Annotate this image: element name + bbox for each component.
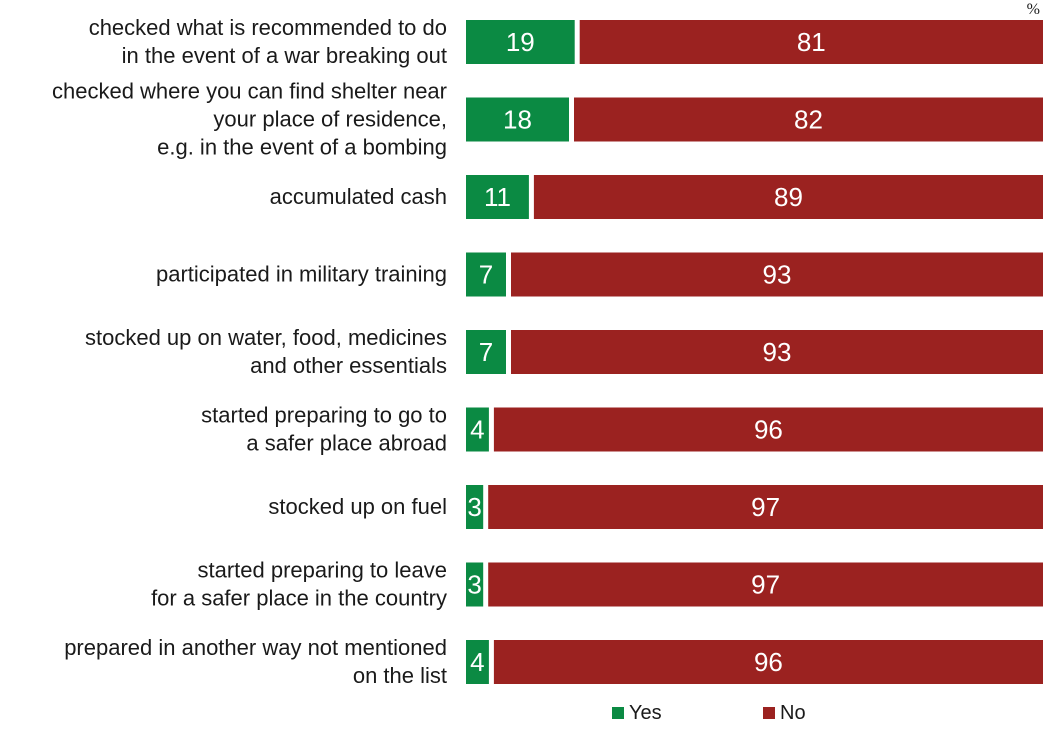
- data-label-no: 96: [754, 415, 783, 445]
- legend-label-yes: Yes: [629, 702, 662, 724]
- category-label-line: checked what is recommended to do: [89, 15, 447, 40]
- legend-swatch-yes: [612, 707, 624, 719]
- data-label-no: 93: [763, 260, 792, 290]
- bar-yes: [466, 252, 506, 297]
- category-label-line: in the event of a war breaking out: [122, 43, 447, 68]
- category-label: started preparing to go to a safer place …: [201, 403, 447, 456]
- category-label: checked where you can find shelter near y…: [52, 79, 447, 160]
- data-label-no: 96: [754, 647, 783, 677]
- data-label-yes: 3: [467, 570, 481, 600]
- bar-no: [488, 485, 1043, 529]
- category-label-line: started preparing to leave: [198, 558, 448, 583]
- bar-yes: [466, 175, 529, 219]
- category-label-line: stocked up on fuel: [268, 494, 447, 519]
- data-label-no: 81: [797, 27, 826, 57]
- data-label-yes: 4: [470, 415, 484, 445]
- category-label-line: prepared in another way not mentioned: [64, 635, 447, 660]
- category-label: accumulated cash: [270, 184, 447, 209]
- category-label-line: e.g. in the event of a bombing: [157, 135, 447, 160]
- category-label-line: a safer place abroad: [246, 431, 447, 456]
- category-label: prepared in another way not mentioned on …: [64, 635, 447, 688]
- data-label-yes: 7: [479, 260, 493, 290]
- data-label-no: 82: [794, 105, 823, 135]
- bar-no: [579, 20, 1043, 64]
- data-label-yes: 11: [484, 182, 511, 212]
- bar-yes: [466, 97, 569, 142]
- data-label-no: 89: [774, 182, 803, 212]
- bars-group: 19 81 18 82 11 89 7 93 7 93 4 96 3 97 3 97 4 96: [466, 20, 1043, 684]
- category-label-line: accumulated cash: [270, 184, 447, 209]
- bar-no: [493, 640, 1043, 684]
- category-label-line: checked where you can find shelter near: [52, 79, 447, 104]
- bar-yes: [466, 407, 489, 452]
- bar-yes: [466, 20, 575, 64]
- data-label-no: 97: [751, 492, 780, 522]
- category-label-line: your place of residence,: [213, 107, 447, 132]
- data-label-no: 93: [763, 337, 792, 367]
- category-label: checked what is recommended to do in the …: [89, 15, 447, 68]
- category-label-line: and other essentials: [250, 353, 447, 378]
- category-label-line: on the list: [353, 663, 447, 688]
- category-label: stocked up on fuel: [268, 494, 447, 519]
- bar-no: [511, 252, 1043, 297]
- data-label-yes: 3: [467, 492, 481, 522]
- bar-no: [488, 562, 1043, 607]
- bar-yes: [466, 330, 506, 374]
- category-label: participated in military training: [156, 262, 447, 287]
- bar-no: [493, 407, 1043, 452]
- category-label: started preparing to leave for a safer pl…: [151, 558, 447, 611]
- legend-swatch-no: [763, 707, 775, 719]
- bar-yes: [466, 640, 489, 684]
- category-label-line: participated in military training: [156, 262, 447, 287]
- data-label-yes: 4: [470, 647, 484, 677]
- data-label-yes: 7: [479, 337, 493, 367]
- bar-no: [533, 175, 1043, 219]
- bar-yes: [466, 562, 484, 607]
- category-label: stocked up on water, food, medicines and …: [85, 325, 447, 378]
- category-label-line: for a safer place in the country: [151, 586, 447, 611]
- category-labels-group: checked what is recommended to do in the …: [52, 15, 447, 688]
- data-label-yes: 18: [503, 105, 532, 135]
- bar-no: [511, 330, 1043, 374]
- data-label-no: 97: [751, 570, 780, 600]
- legend-label-no: No: [780, 702, 806, 724]
- data-label-yes: 19: [506, 27, 535, 57]
- category-label-line: started preparing to go to: [201, 403, 447, 428]
- category-label-line: stocked up on water, food, medicines: [85, 325, 447, 350]
- bar-no: [574, 97, 1043, 142]
- legend: Yes No: [612, 702, 806, 724]
- unit-label: %: [1027, 1, 1040, 18]
- bar-yes: [466, 485, 484, 529]
